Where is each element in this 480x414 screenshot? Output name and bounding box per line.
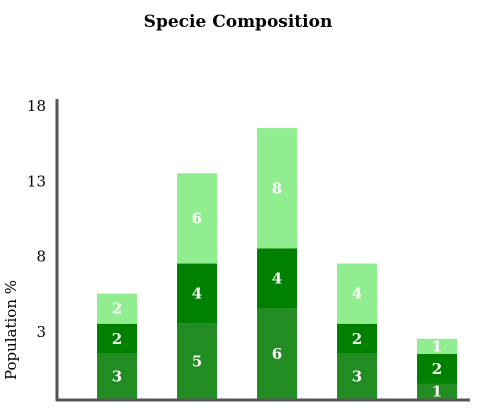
bar-segment: [97, 293, 137, 324]
bar-segment-label: 1: [432, 382, 442, 400]
bar-segment: [417, 338, 457, 354]
bar-segment: [97, 353, 137, 399]
y-tick-label: 18: [27, 97, 46, 115]
bar-segment: [337, 263, 377, 324]
bar-segment: [257, 128, 297, 249]
bar-segment-label: 6: [192, 209, 202, 227]
y-axis-label: Population %: [2, 280, 20, 380]
bar-segment-label: 4: [272, 270, 282, 288]
y-ticks-group: 3 8 13 18: [27, 97, 46, 341]
y-tick-label: 8: [36, 248, 46, 266]
bar-segment: [97, 323, 137, 354]
bar-segment: [417, 383, 457, 399]
bar-segment-label: 2: [352, 330, 362, 348]
bars-group: 3 2 2 5 4 6 6 4 8 3 2 4 1 2 1: [97, 128, 457, 400]
bar-segment-label: 3: [352, 367, 362, 385]
bar-segment: [417, 353, 457, 384]
bar-segment: [257, 308, 297, 399]
bar-segment: [257, 248, 297, 309]
y-tick-label: 13: [27, 172, 46, 190]
bar-segment-label: 4: [192, 285, 202, 303]
bar-segment-label: 8: [272, 179, 282, 197]
bar-segment: [337, 323, 377, 354]
bar-segment: [177, 173, 217, 264]
bar-segment-label: 5: [192, 352, 202, 370]
bar-segment-label: 6: [272, 345, 282, 363]
y-tick-label: 3: [36, 323, 46, 341]
chart-title: Specie Composition: [144, 12, 333, 32]
bar-segment: [337, 353, 377, 399]
bar-segment: [177, 323, 217, 399]
bar-segment-label: 1: [432, 337, 442, 355]
bar-segment-label: 4: [352, 285, 362, 303]
bar-segment-label: 2: [112, 330, 122, 348]
bar-segment-label: 2: [112, 300, 122, 318]
bar-segment: [177, 263, 217, 324]
bar-segment-label: 2: [432, 360, 442, 378]
bar-segment-label: 3: [112, 367, 122, 385]
